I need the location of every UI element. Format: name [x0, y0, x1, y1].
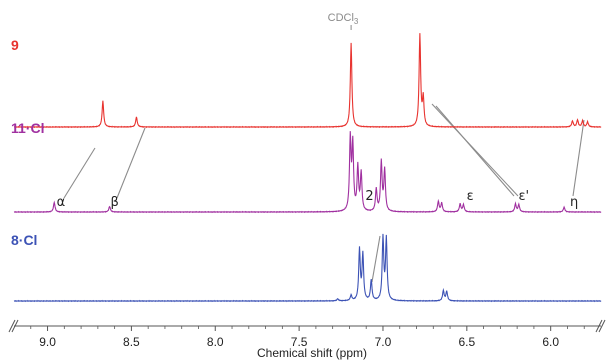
solvent-label: CDCl3 — [328, 12, 359, 30]
peak-label-2: β — [110, 195, 118, 210]
x-tick-label: 8.0 — [207, 335, 224, 349]
correlation-line-6 — [371, 235, 381, 283]
spectrum-label-3: 8·Cl — [11, 232, 37, 248]
peak-label-4: ε — [467, 189, 474, 204]
correlation-line-2 — [116, 127, 146, 199]
spectra-traces — [13, 33, 602, 303]
spectrum-label-2: 11·Cl — [11, 120, 44, 136]
spectrum-labels: 9 11·Cl 8·Cl — [11, 37, 44, 248]
peak-label-1: α — [57, 195, 66, 210]
spectrum-trace-1 — [13, 33, 602, 129]
x-tick-label: 6.0 — [542, 335, 559, 349]
x-tick-label: 7.5 — [291, 335, 308, 349]
x-tick-label: 6.5 — [458, 335, 475, 349]
axis-break-left-icon — [8, 319, 19, 333]
solvent-label-text: CDCl3 — [328, 12, 359, 26]
solvent-subscript: 3 — [354, 17, 359, 26]
correlation-line-4 — [435, 105, 515, 197]
correlation-lines — [63, 103, 585, 283]
x-axis: Chemical shift (ppm) 9.0 8.5 8.0 7.5 7.0 6.5 6… — [8, 319, 606, 360]
peak-annotations: α β 2 ε ε' η — [57, 189, 579, 210]
spectrum-label-1: 9 — [11, 37, 19, 53]
correlation-line-5 — [572, 119, 585, 197]
peak-label-6: η — [570, 195, 578, 210]
x-tick-label: 9.0 — [39, 335, 56, 349]
solvent-name: CDCl — [328, 12, 354, 24]
spectrum-trace-2 — [13, 131, 602, 214]
peak-label-5: ε' — [519, 189, 530, 204]
correlation-line-1 — [63, 147, 96, 199]
peak-label-3: 2 — [365, 189, 373, 204]
x-tick-label: 8.5 — [123, 335, 140, 349]
spectrum-trace-3 — [13, 233, 602, 303]
correlation-line-3 — [431, 103, 519, 197]
axis-break-right-icon — [595, 319, 606, 333]
x-tick-label: 7.0 — [375, 335, 392, 349]
x-axis-title: Chemical shift (ppm) — [257, 346, 367, 360]
